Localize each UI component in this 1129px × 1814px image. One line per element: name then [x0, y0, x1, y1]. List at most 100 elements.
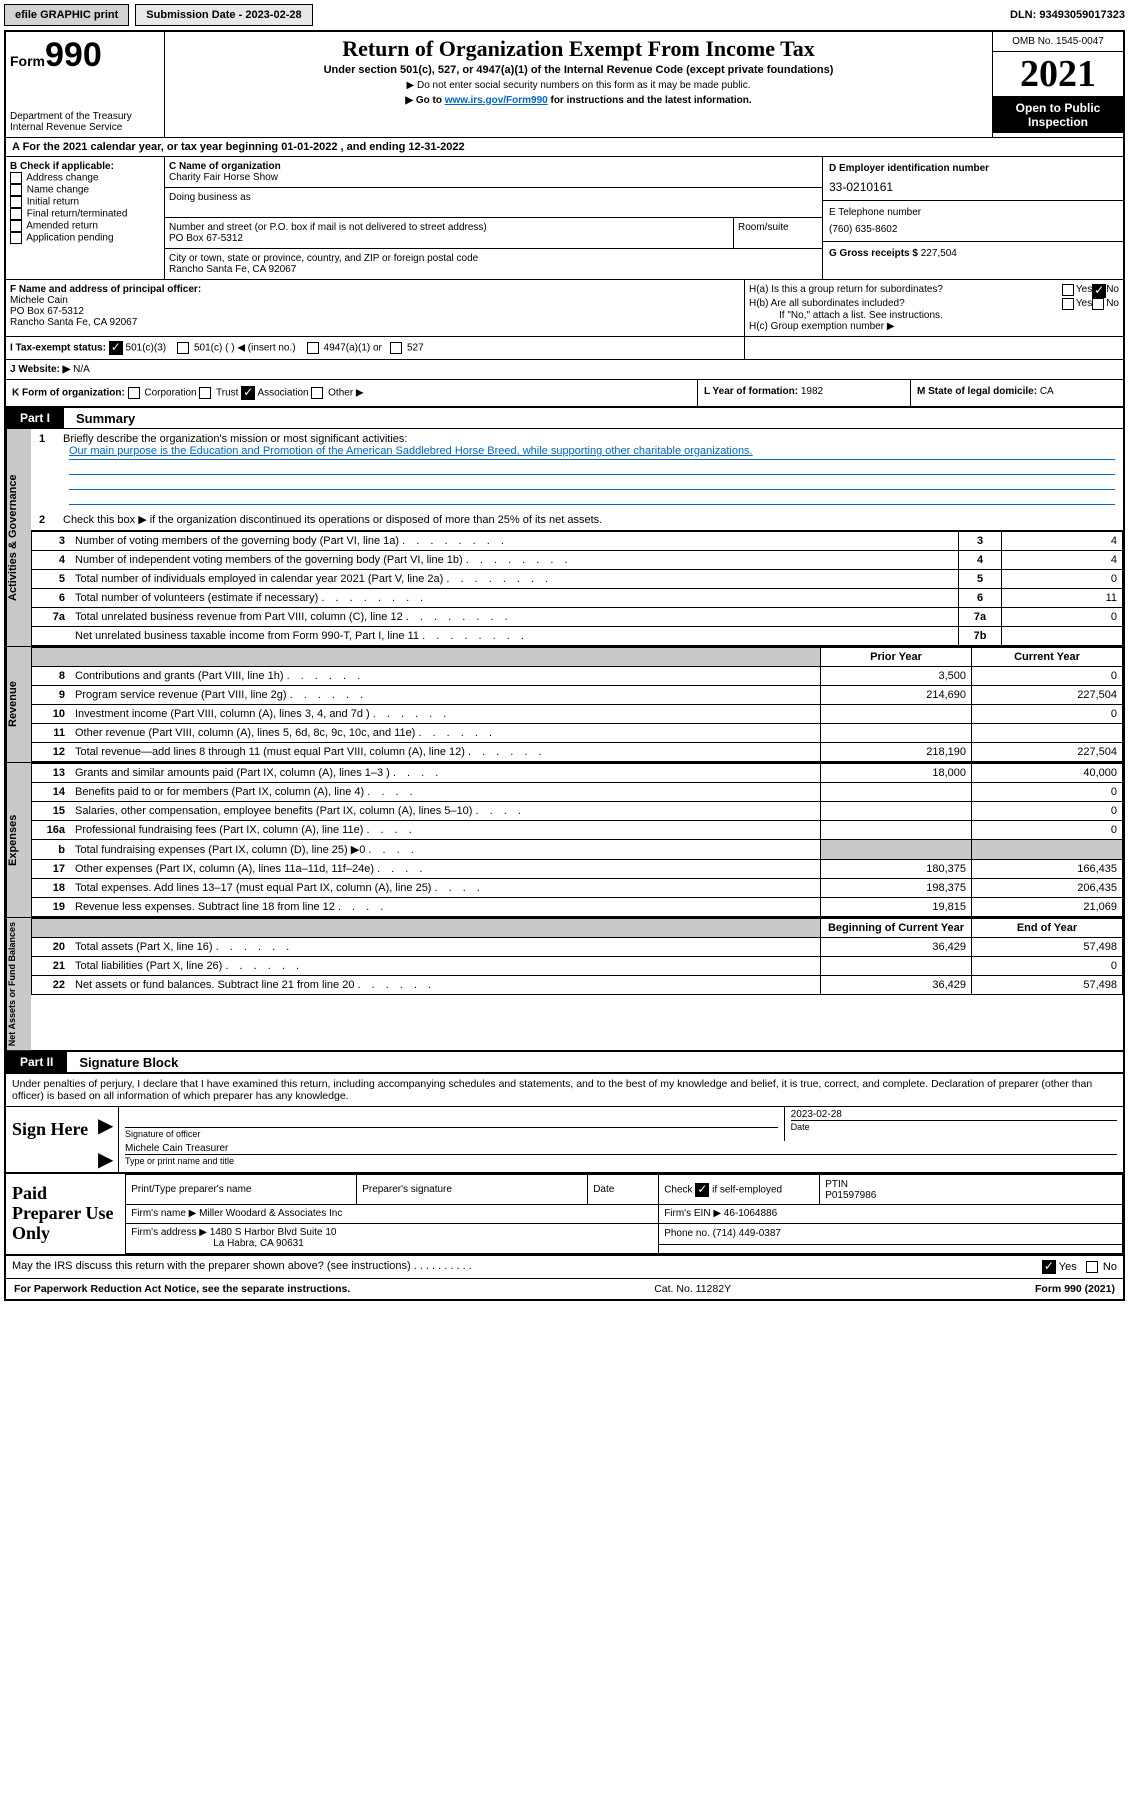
check-final-return[interactable]	[10, 208, 22, 220]
paid-preparer-label: Paid Preparer Use Only	[6, 1174, 125, 1253]
room-label: Room/suite	[734, 218, 822, 249]
mission-line2	[69, 460, 1115, 475]
arrow-icon: ▶	[98, 1141, 118, 1172]
city-label: City or town, state or province, country…	[169, 253, 818, 264]
dln-value: 93493059017323	[1039, 9, 1125, 21]
website-value: N/A	[73, 364, 90, 375]
firm-phone-value: (714) 449-0387	[713, 1228, 781, 1239]
efile-print-button[interactable]: efile GRAPHIC print	[4, 4, 129, 26]
check-association[interactable]	[241, 386, 255, 400]
sig-date: 2023-02-28	[791, 1109, 1117, 1120]
submission-date-box: Submission Date - 2023-02-28	[135, 4, 312, 26]
phone-value: (760) 635-8602	[829, 218, 1117, 235]
firm-ein-label: Firm's EIN ▶	[664, 1208, 724, 1219]
section-c: C Name of organization Charity Fair Hors…	[165, 157, 822, 279]
opt-501c: 501(c) ( ) ◀ (insert no.)	[194, 343, 296, 354]
part-i-tag: Part I	[6, 408, 64, 428]
check-application-pending[interactable]	[10, 232, 22, 244]
opt-address-change: Address change	[26, 173, 98, 184]
form-subtitle: Under section 501(c), 527, or 4947(a)(1)…	[169, 64, 988, 76]
check-initial-return[interactable]	[10, 196, 22, 208]
section-m: M State of legal domicile: CA	[910, 380, 1123, 406]
check-501c3[interactable]	[109, 341, 123, 355]
dln-label: DLN:	[1010, 9, 1039, 21]
sig-officer-label: Signature of officer	[125, 1127, 778, 1139]
check-501c[interactable]	[177, 342, 189, 354]
check-corporation[interactable]	[128, 387, 140, 399]
hb-yes[interactable]	[1062, 298, 1074, 310]
check-amended[interactable]	[10, 220, 22, 232]
discuss-text: May the IRS discuss this return with the…	[12, 1260, 411, 1272]
form-header: Form990 Department of the Treasury Inter…	[6, 32, 1123, 138]
row-i: I Tax-exempt status: 501(c)(3) 501(c) ( …	[6, 337, 1123, 360]
firm-addr-label: Firm's address ▶	[131, 1227, 210, 1238]
form-frame: Form990 Department of the Treasury Inter…	[4, 30, 1125, 1301]
section-h: H(a) Is this a group return for subordin…	[745, 280, 1123, 336]
footer-left: For Paperwork Reduction Act Notice, see …	[14, 1283, 350, 1295]
note-link-pre: ▶ Go to	[405, 95, 444, 106]
section-b: B Check if applicable: Address change Na…	[6, 157, 165, 279]
part-ii-label: Signature Block	[67, 1055, 178, 1070]
title-block: Return of Organization Exempt From Incom…	[165, 32, 993, 137]
check-self-employed[interactable]	[695, 1183, 709, 1197]
gross-receipts-value: 227,504	[921, 248, 957, 259]
opt-other: Other ▶	[328, 388, 363, 399]
h-note: If "No," attach a list. See instructions…	[749, 310, 1119, 321]
expenses-section: Expenses 13Grants and similar amounts pa…	[6, 762, 1123, 917]
part-ii-tag: Part II	[6, 1052, 67, 1072]
discuss-yes[interactable]	[1042, 1260, 1056, 1274]
netassets-table: Beginning of Current YearEnd of Year20To…	[31, 918, 1123, 995]
ptin-label: PTIN	[825, 1179, 848, 1190]
dba-label: Doing business as	[169, 192, 818, 203]
part-i-label: Summary	[64, 411, 135, 426]
check-527[interactable]	[390, 342, 402, 354]
opt-4947: 4947(a)(1) or	[324, 343, 382, 354]
gross-receipts-label: G Gross receipts $	[829, 248, 921, 259]
phone-label: E Telephone number	[829, 207, 1117, 218]
footer: For Paperwork Reduction Act Notice, see …	[6, 1278, 1123, 1299]
year-block: OMB No. 1545-0047 2021 Open to Public In…	[993, 32, 1123, 137]
firm-ein-cell: Firm's EIN ▶ 46-1064886	[659, 1205, 1123, 1224]
sec-b-label: B Check if applicable:	[10, 161, 160, 172]
tax-exempt-label: I Tax-exempt status:	[10, 343, 106, 354]
check-name-change[interactable]	[10, 184, 22, 196]
ha-no[interactable]	[1092, 284, 1106, 298]
hb-label: H(b) Are all subordinates included?	[749, 298, 1062, 310]
mission-text: Our main purpose is the Education and Pr…	[69, 445, 1115, 460]
ha-label: H(a) Is this a group return for subordin…	[749, 284, 1062, 298]
activities-section: Activities & Governance 1Briefly describ…	[6, 429, 1123, 646]
check-other[interactable]	[311, 387, 323, 399]
part-ii-header: Part II Signature Block	[6, 1052, 1123, 1073]
domicile-value: CA	[1040, 386, 1054, 397]
type-name-label: Type or print name and title	[125, 1154, 1117, 1166]
sign-here-label: Sign Here	[6, 1107, 98, 1172]
firm-addr2-value: La Habra, CA 90631	[131, 1238, 304, 1249]
opt-trust: Trust	[216, 388, 238, 399]
officer-name-title: Michele Cain Treasurer	[125, 1143, 1117, 1154]
section-f: F Name and address of principal officer:…	[6, 280, 745, 336]
section-l: L Year of formation: 1982	[697, 380, 910, 406]
firm-ein-value: 46-1064886	[724, 1208, 777, 1219]
check-trust[interactable]	[199, 387, 211, 399]
firm-name-value: Miller Woodard & Associates Inc	[199, 1208, 342, 1219]
firm-name-label: Firm's name ▶	[131, 1208, 199, 1219]
hb-no[interactable]	[1092, 298, 1104, 310]
discuss-no[interactable]	[1086, 1261, 1098, 1273]
form-number: 990	[45, 36, 102, 74]
question-1-2-block: 1Briefly describe the organization's mis…	[31, 429, 1123, 531]
firm-addr-cell: Firm's address ▶ 1480 S Harbor Blvd Suit…	[126, 1223, 659, 1253]
org-name: Charity Fair Horse Show	[169, 172, 818, 183]
officer-name: Michele Cain	[10, 295, 740, 306]
street-value: PO Box 67-5312	[169, 233, 729, 244]
ha-yes[interactable]	[1062, 284, 1074, 296]
note-ssn: ▶ Do not enter social security numbers o…	[169, 80, 988, 91]
opt-501c3: 501(c)(3)	[126, 343, 167, 354]
instructions-link[interactable]: www.irs.gov/Form990	[445, 95, 548, 106]
revenue-section: Revenue Prior YearCurrent Year8Contribut…	[6, 646, 1123, 762]
omb-number: OMB No. 1545-0047	[993, 32, 1123, 52]
vtab-netassets: Net Assets or Fund Balances	[6, 918, 31, 1050]
check-4947[interactable]	[307, 342, 319, 354]
row-a-tax-year-dates: A For the 2021 calendar year, or tax yea…	[6, 138, 1123, 157]
netassets-section: Net Assets or Fund Balances Beginning of…	[6, 917, 1123, 1052]
check-address-change[interactable]	[10, 172, 22, 184]
